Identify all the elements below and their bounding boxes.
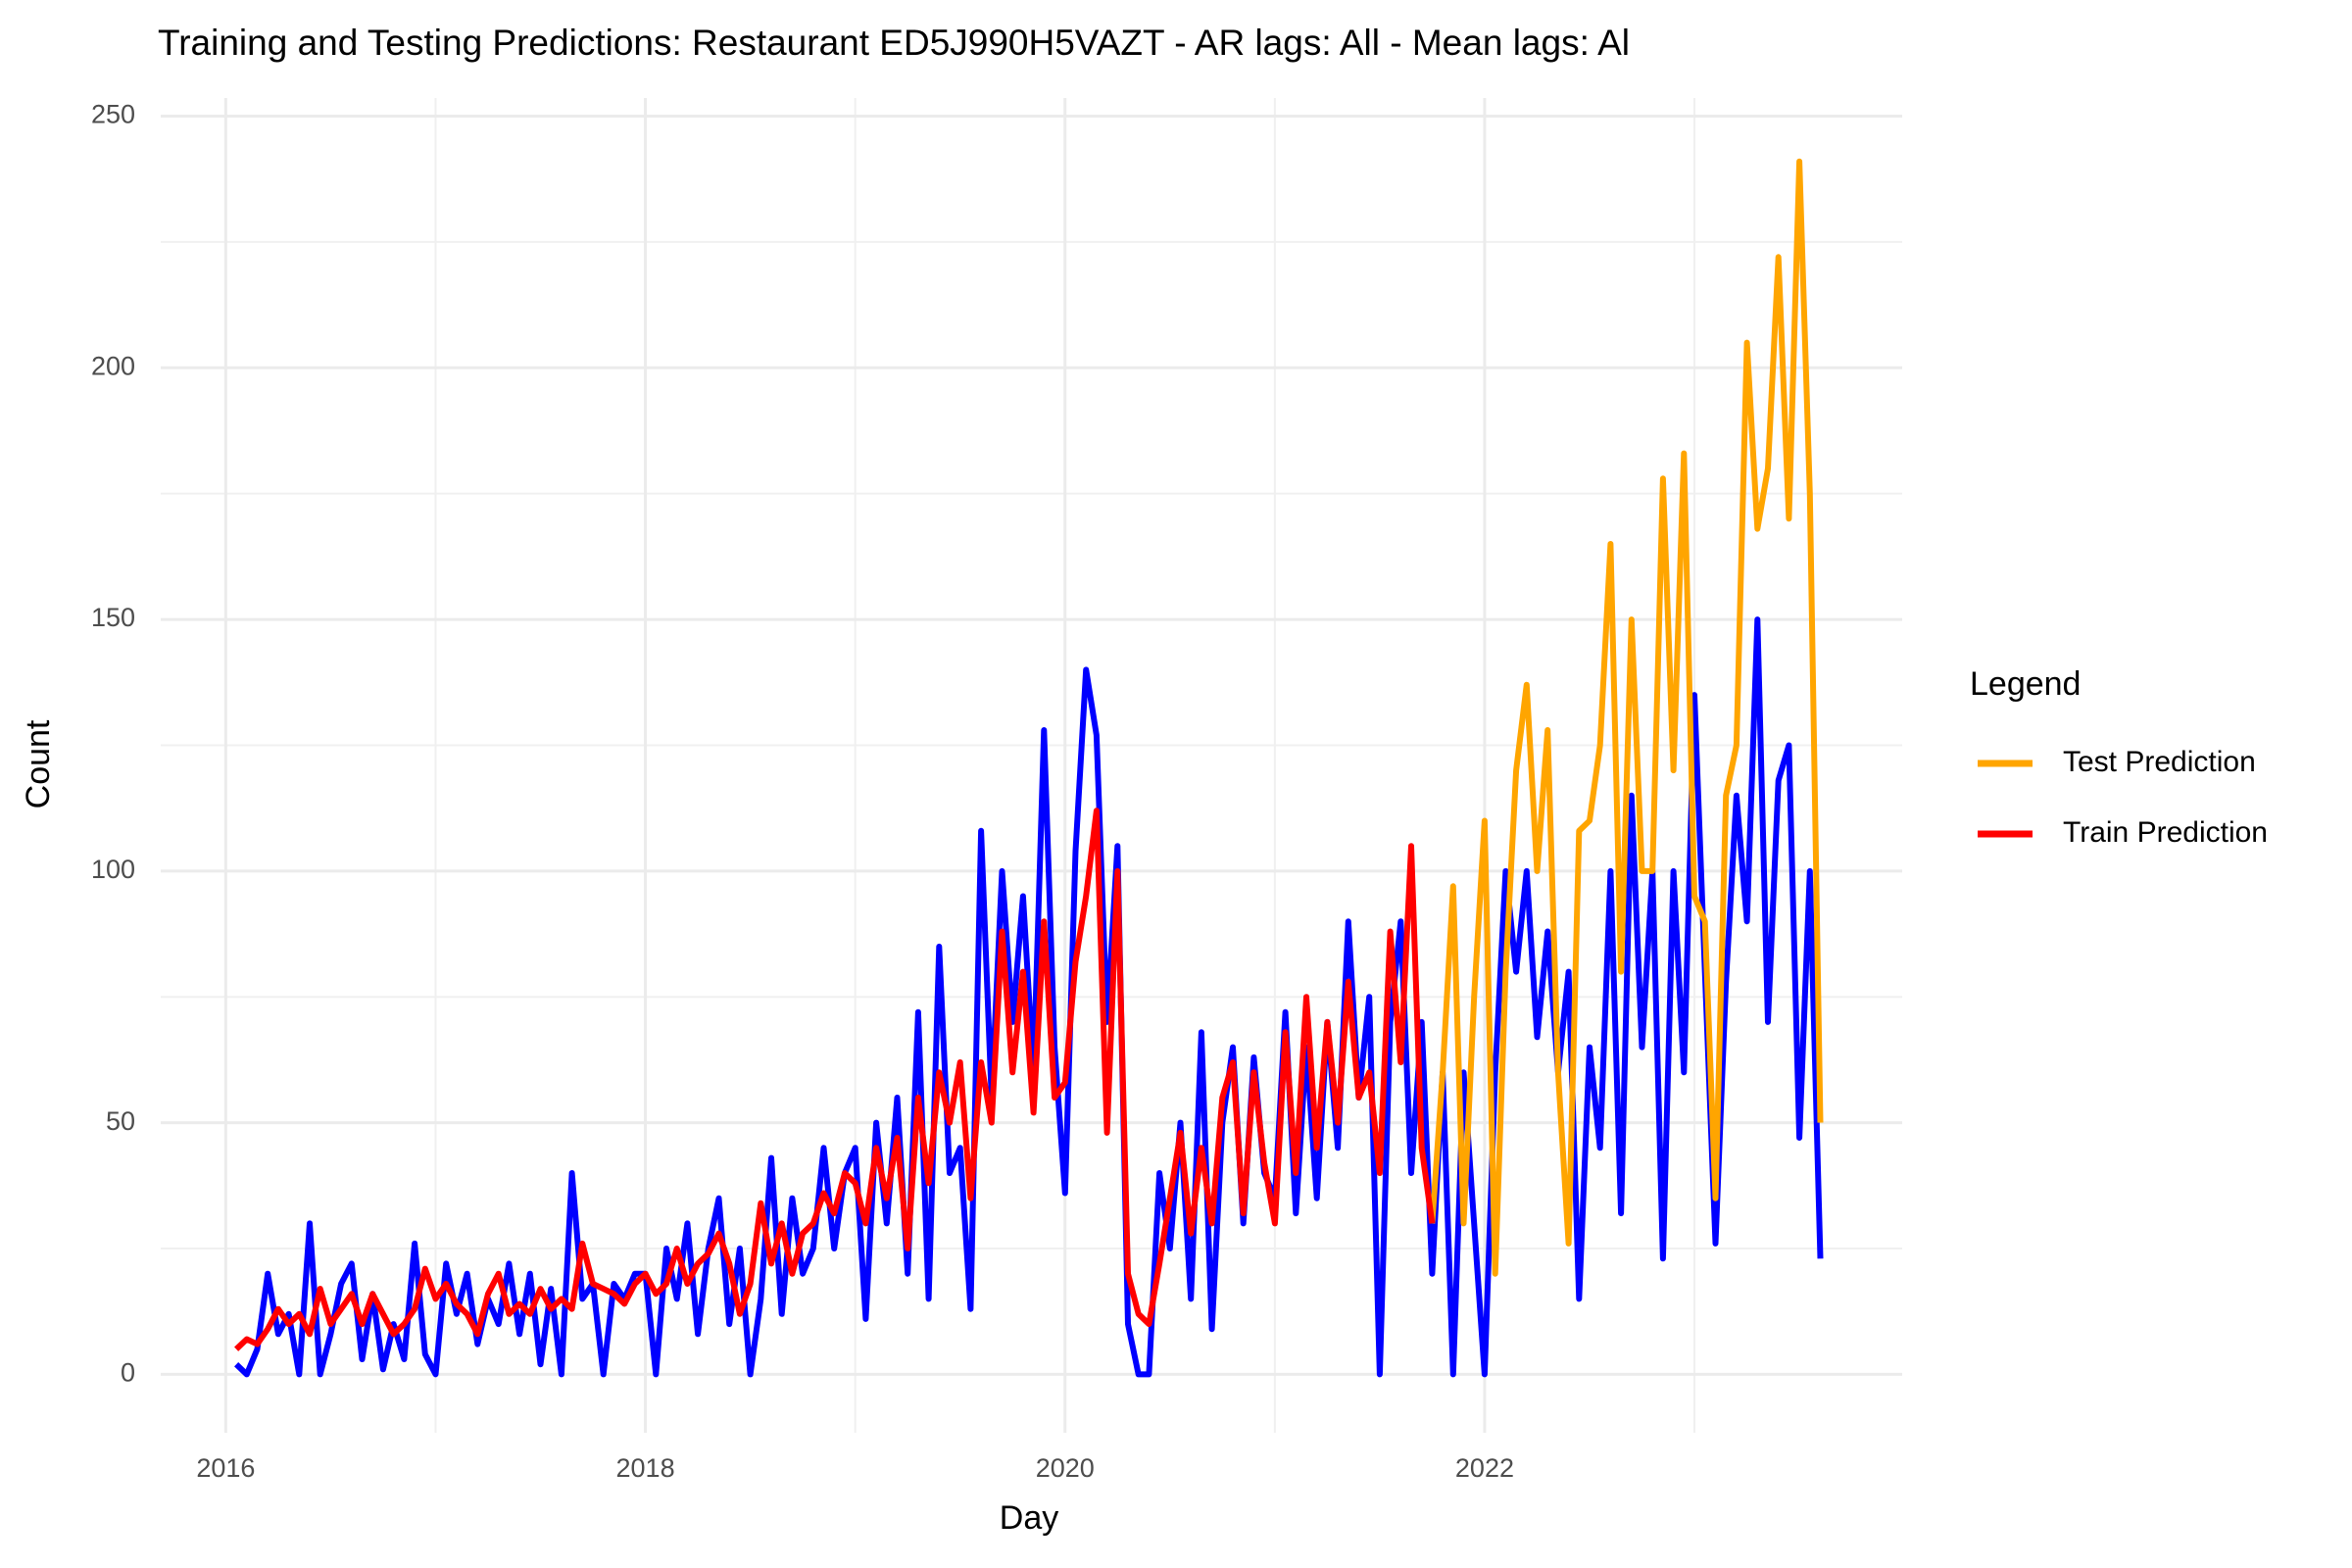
legend-label: Train Prediction <box>2063 816 2268 849</box>
y-tick-label: 250 <box>91 100 135 129</box>
legend-label: Test Prediction <box>2063 746 2256 778</box>
series-line <box>234 808 1436 1351</box>
legend-title: Legend <box>1970 665 2081 703</box>
series-line <box>1429 158 1824 1277</box>
plot-area <box>234 158 1824 1378</box>
x-axis-label: Day <box>1000 1499 1058 1537</box>
grid <box>161 98 1902 1433</box>
y-tick-label: 100 <box>91 855 135 884</box>
x-tick-label: 2020 <box>1036 1453 1095 1483</box>
y-tick-label: 150 <box>91 603 135 632</box>
x-tick-label: 2016 <box>196 1453 255 1483</box>
y-tick-label: 0 <box>121 1358 135 1388</box>
x-tick-label: 2018 <box>616 1453 675 1483</box>
chart-title: Training and Testing Predictions: Restau… <box>158 23 1630 63</box>
y-tick-label: 200 <box>91 351 135 380</box>
y-tick-label: 50 <box>106 1106 135 1136</box>
x-tick-label: 2022 <box>1455 1453 1514 1483</box>
y-axis-label: Count <box>20 719 57 808</box>
